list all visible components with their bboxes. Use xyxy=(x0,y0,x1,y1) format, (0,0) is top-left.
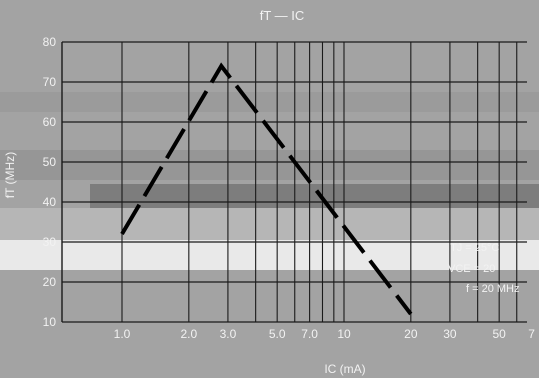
annotation-vce: VCE = 20 xyxy=(448,263,495,275)
y-tick-label: 30 xyxy=(43,235,57,249)
x-axis-label: IC (mA) xyxy=(324,362,365,376)
y-tick-label: 20 xyxy=(43,275,57,289)
y-tick-label: 60 xyxy=(43,115,57,129)
y-tick-label: 10 xyxy=(43,315,57,329)
y-tick-label: 40 xyxy=(43,195,57,209)
x-tick-label: 3.0 xyxy=(220,327,237,341)
x-tick-label: 1.0 xyxy=(114,327,131,341)
x-tick-label: 2.0 xyxy=(180,327,197,341)
annotation-junction-temp: TJ = 25°C xyxy=(450,242,499,254)
x-tick-label: 10 xyxy=(337,327,351,341)
x-tick-label: 30 xyxy=(443,327,457,341)
x-tick-label: 50 xyxy=(492,327,506,341)
y-axis-label: fT (MHz) xyxy=(3,152,17,198)
chart-title: fT — IC xyxy=(260,8,305,23)
series-group xyxy=(120,62,413,316)
scan-band xyxy=(0,150,539,180)
scan-band xyxy=(0,208,539,240)
y-tick-label: 80 xyxy=(43,35,57,49)
grid-group xyxy=(61,41,527,323)
scan-band-group xyxy=(0,92,539,270)
y-tick-label: 50 xyxy=(43,155,57,169)
scan-band xyxy=(90,184,539,210)
scan-band xyxy=(0,92,539,112)
x-tick-label: 7 xyxy=(528,327,535,341)
ft-series-line xyxy=(120,62,413,316)
tick-label-group: 10 20 30 40 50 60 70 80 1.0 2.0 3.0 5.0 7.0 10 20 30 50 7 xyxy=(43,35,536,341)
x-tick-label: 5.0 xyxy=(269,327,286,341)
annotation-frequency: f = 20 MHz xyxy=(466,283,520,295)
scan-band xyxy=(0,240,539,270)
x-tick-label: 7.0 xyxy=(301,327,318,341)
x-tick-label: 20 xyxy=(404,327,418,341)
y-tick-label: 70 xyxy=(43,75,57,89)
